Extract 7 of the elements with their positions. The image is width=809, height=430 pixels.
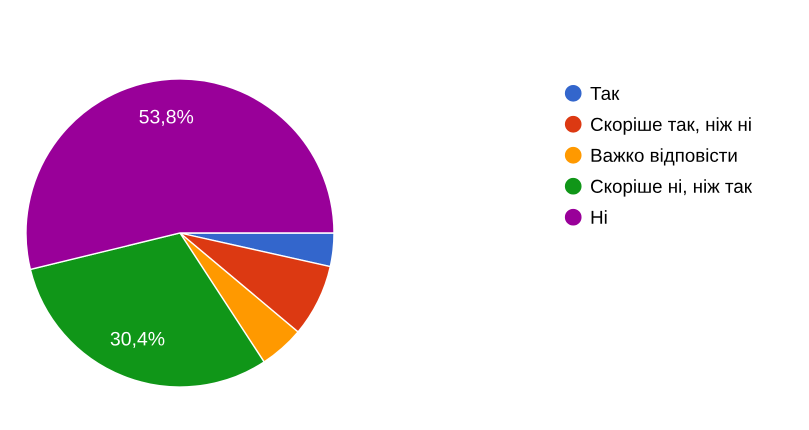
legend-label: Скоріше так, ніж ні [591,117,751,135]
legend-label: Так [590,86,620,100]
legend-label: Скоріше ні, ніж так [591,179,752,197]
legend-label: Важко відповісти [592,148,737,166]
legend-label: Ні [592,210,607,224]
data-label: 30,4% [110,332,164,348]
data-label: 53,8% [139,110,194,126]
